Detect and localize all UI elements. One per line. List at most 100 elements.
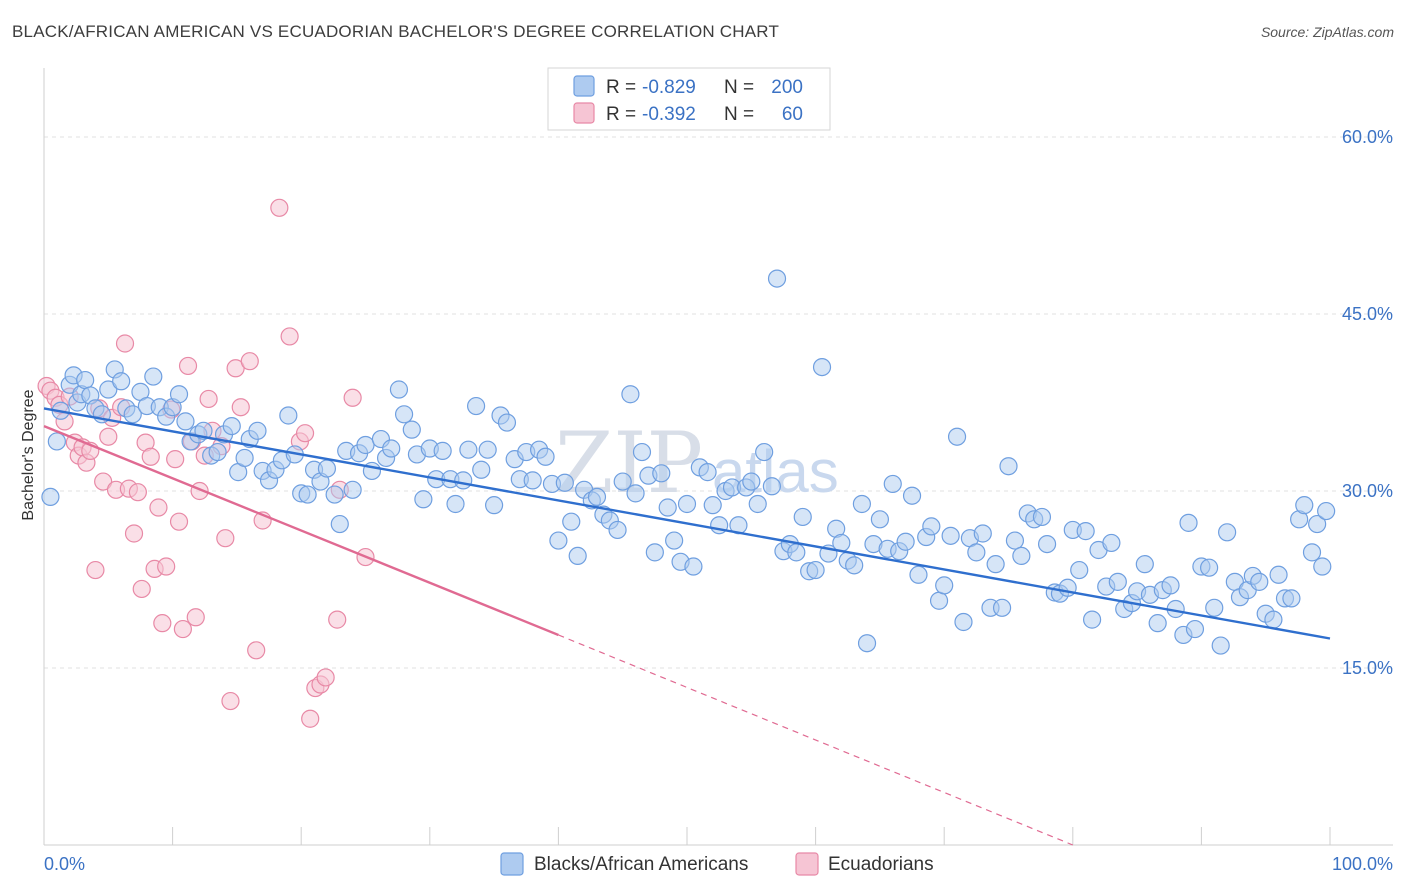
black-african-american-point [613, 472, 632, 491]
trend-lines [43, 407, 1331, 846]
black-african-american-point [1302, 543, 1322, 562]
black-african-american-point [144, 367, 163, 386]
black-african-american-point [793, 507, 812, 527]
black-african-american-point [325, 485, 344, 504]
black-african-american-point [568, 546, 587, 566]
series-swatch-pink [795, 852, 819, 876]
black-african-american-point [112, 372, 131, 391]
ecuadorian-point [169, 512, 189, 531]
black-african-american-point [883, 474, 902, 494]
black-african-american-point [857, 634, 877, 653]
blue-trend-line [43, 407, 1331, 640]
black-african-american-point [1185, 619, 1205, 639]
black-african-american-point [1295, 496, 1314, 515]
black-african-american-point [954, 612, 973, 632]
black-african-american-point [1211, 636, 1230, 655]
legend-swatch-pink [573, 102, 595, 124]
x-tick-label: 100.0% [1332, 854, 1393, 874]
ecuadorian-point [343, 388, 362, 407]
ecuadorian-point [301, 709, 320, 728]
ecuadorian-point [99, 427, 118, 446]
black-african-american-point [1082, 610, 1102, 629]
black-african-american-point [992, 598, 1012, 617]
black-african-american-point [459, 440, 478, 459]
ecuadorian-point [186, 608, 205, 627]
ecuadorian-point [316, 668, 335, 687]
black-african-american-point [298, 485, 317, 504]
black-african-american-point [343, 480, 362, 499]
chart-title: BLACK/AFRICAN AMERICAN VS ECUADORIAN BAC… [12, 22, 780, 41]
ecuadorian-point [132, 579, 151, 599]
black-african-american-point [1102, 533, 1121, 553]
ecuadorian-point [328, 610, 347, 629]
black-african-american-point [621, 385, 640, 404]
black-african-american-point [909, 565, 928, 584]
black-african-american-point [466, 396, 486, 416]
black-african-american-point [870, 510, 890, 529]
pink-trend-line [43, 424, 559, 637]
black-african-american-point [1313, 557, 1332, 576]
black-african-american-point [902, 486, 922, 505]
black-african-american-point [1161, 576, 1180, 595]
black-african-american-point [472, 460, 491, 479]
black-african-american-point [973, 524, 992, 543]
black-african-american-point [279, 406, 298, 425]
black-african-american-points [41, 269, 1336, 655]
ecuadorian-point [295, 424, 315, 443]
series-swatch-blue [500, 852, 524, 876]
black-african-american-point [755, 442, 774, 462]
black-african-american-point [523, 471, 542, 490]
ecuadorian-point [221, 691, 240, 711]
y-tick-label: 45.0% [1342, 304, 1393, 324]
legend-n-value: 60 [782, 104, 803, 125]
y-tick-label: 30.0% [1342, 481, 1393, 501]
black-african-american-point [562, 512, 581, 531]
black-african-american-point [967, 543, 986, 562]
ecuadorian-point [216, 529, 235, 548]
black-african-american-point [497, 413, 517, 432]
black-african-american-point [382, 439, 401, 458]
source-credit: Source: ZipAtlas.com [1260, 24, 1394, 40]
black-african-american-point [485, 496, 504, 515]
ecuadorian-point [240, 352, 259, 371]
black-african-american-point [812, 358, 832, 377]
black-african-american-point [845, 556, 864, 575]
ecuadorian-point [86, 560, 105, 580]
black-african-american-point [555, 473, 574, 492]
ecuadorian-point [124, 524, 144, 543]
black-african-american-point [922, 517, 941, 536]
black-african-american-point [389, 380, 409, 399]
black-african-american-point [852, 494, 871, 514]
black-african-american-point [446, 494, 465, 514]
ecuadorian-point [141, 447, 160, 466]
pink-trend-extension [558, 634, 1074, 846]
black-african-american-point [645, 543, 664, 562]
black-african-american-point [652, 464, 671, 483]
black-african-american-point [1250, 572, 1269, 591]
black-african-american-point [478, 440, 497, 459]
x-tick-labels: 0.0% 100.0% [44, 854, 1393, 874]
legend-r-label: R = [606, 104, 636, 125]
ecuadorian-point [280, 327, 299, 346]
black-african-american-point [549, 531, 568, 550]
black-african-american-point [76, 370, 95, 390]
ecuadorian-point [199, 389, 218, 409]
legend-r-value: -0.829 [642, 77, 696, 98]
black-african-american-point [433, 441, 452, 460]
black-african-american-point [947, 427, 967, 446]
black-african-american-point [1205, 598, 1224, 617]
black-african-american-point [47, 432, 66, 451]
ecuadorian-point [270, 198, 289, 217]
ecuadorian-point [231, 398, 250, 417]
black-african-american-point [665, 531, 684, 550]
ecuadorian-point [157, 557, 176, 576]
black-african-american-point [1108, 572, 1127, 591]
black-african-american-point [536, 447, 555, 466]
black-african-american-point [1005, 531, 1025, 550]
ecuadorian-point [115, 334, 135, 353]
black-african-american-point [454, 471, 473, 490]
black-african-american-point [1135, 555, 1154, 574]
black-african-american-point [632, 442, 652, 462]
legend-r-label: R = [606, 77, 636, 98]
